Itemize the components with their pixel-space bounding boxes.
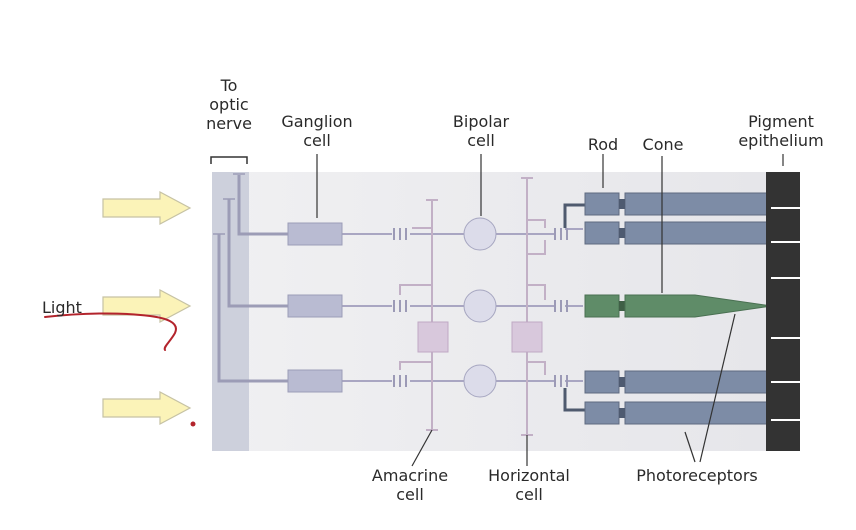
ganglion-axons [217,175,288,383]
amacrine-process [399,199,438,431]
light-arrows [102,191,192,425]
light-label: Light [42,298,82,317]
ganglion-cell-label: Ganglion cell [281,112,353,150]
axon-terminals [213,173,245,235]
horizontal-cell-body [511,321,543,353]
light-arrow-middle [102,289,192,323]
neuron-connections [342,228,583,382]
ganglion-cells [287,222,343,393]
pigment-epithelium-label: Pigment epithelium [738,112,824,150]
amacrine-cell-label: Amacrine cell [371,466,449,504]
synapse-markers [393,228,568,387]
cone-label: Cone [642,135,684,154]
rod-stems [563,203,585,412]
bipolar-cells [463,217,497,398]
optic-nerve-bracket [210,156,248,164]
light-arrow-top [102,191,192,225]
bipolar-cell-label: Bipolar cell [452,112,510,150]
epithelium-dividers [771,207,800,421]
light-arrow-bottom [102,391,192,425]
pigment-epithelium-layer [766,172,800,451]
leader-lines [316,154,784,467]
amacrine-cell-body [417,321,449,353]
to-optic-nerve-label: To optic nerve [206,76,252,133]
cone [584,294,773,318]
rod-connectors [619,199,625,418]
handwritten-annotation [44,312,177,351]
horizontal-cell-label: Horizontal cell [488,466,570,504]
rod-label: Rod [587,135,619,154]
annotation-dot [190,421,196,427]
photoreceptors-label: Photoreceptors [636,466,758,485]
